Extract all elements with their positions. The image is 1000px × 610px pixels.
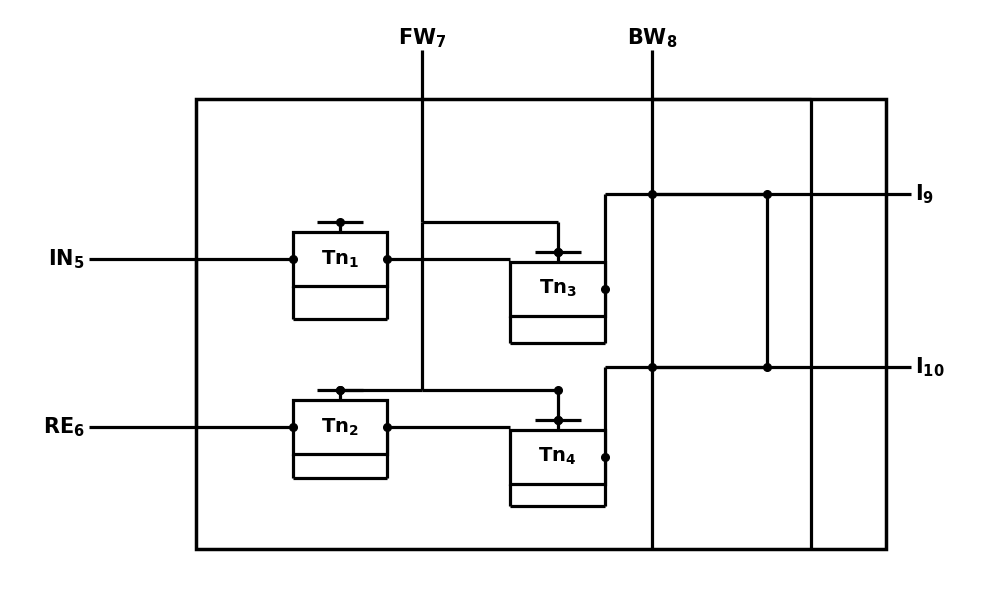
Text: $\mathbf{Tn_{3}}$: $\mathbf{Tn_{3}}$: [539, 278, 576, 300]
Text: $\mathbf{BW_8}$: $\mathbf{BW_8}$: [627, 27, 677, 50]
Text: $\mathbf{I_{10}}$: $\mathbf{I_{10}}$: [915, 356, 945, 379]
Bar: [196, 99, 886, 549]
Bar: [510, 262, 605, 316]
Bar: [510, 429, 605, 484]
Text: $\mathbf{IN_5}$: $\mathbf{IN_5}$: [48, 247, 85, 271]
Text: $\mathbf{Tn_{4}}$: $\mathbf{Tn_{4}}$: [538, 446, 577, 467]
Bar: [293, 400, 387, 454]
Bar: [293, 232, 387, 286]
Text: $\mathbf{I_9}$: $\mathbf{I_9}$: [915, 182, 934, 206]
Text: $\mathbf{Tn_{1}}$: $\mathbf{Tn_{1}}$: [321, 248, 359, 270]
Text: $\mathbf{FW_7}$: $\mathbf{FW_7}$: [398, 27, 446, 50]
Text: $\mathbf{RE_6}$: $\mathbf{RE_6}$: [43, 415, 85, 439]
Text: $\mathbf{Tn_{2}}$: $\mathbf{Tn_{2}}$: [321, 416, 359, 437]
